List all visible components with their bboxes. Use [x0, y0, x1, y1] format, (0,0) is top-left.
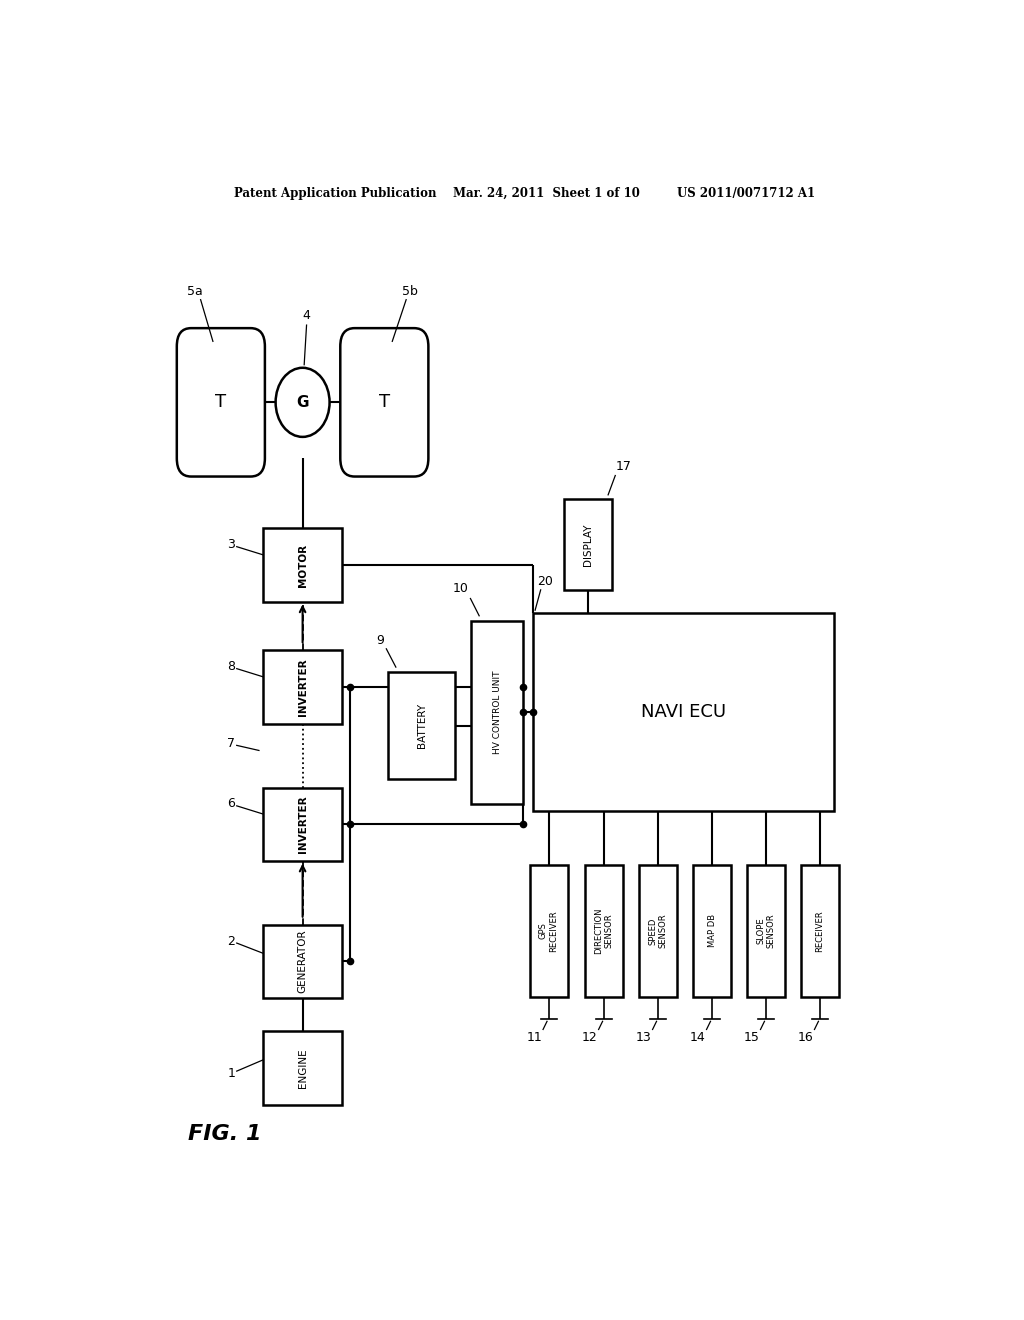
Text: MOTOR: MOTOR	[298, 544, 307, 586]
Bar	[693, 865, 731, 997]
Text: ENGINE: ENGINE	[298, 1048, 307, 1088]
Text: 2: 2	[227, 935, 236, 948]
Text: 17: 17	[616, 461, 632, 474]
Bar	[388, 672, 456, 779]
Bar	[263, 651, 342, 723]
Text: NAVI ECU: NAVI ECU	[641, 704, 726, 721]
Bar	[585, 865, 624, 997]
Bar	[564, 499, 612, 590]
Text: 1: 1	[227, 1067, 236, 1080]
Text: 12: 12	[582, 1031, 598, 1044]
Bar	[639, 865, 677, 997]
Text: 16: 16	[798, 1031, 814, 1044]
Text: SPEED
SENSOR: SPEED SENSOR	[648, 913, 668, 948]
Text: 14: 14	[690, 1031, 706, 1044]
Text: RECEIVER: RECEIVER	[815, 909, 824, 952]
Bar	[471, 620, 523, 804]
Bar	[529, 865, 567, 997]
Bar	[748, 865, 785, 997]
Text: 5b: 5b	[402, 285, 418, 297]
Text: INVERTER: INVERTER	[298, 659, 307, 715]
Text: 15: 15	[743, 1031, 760, 1044]
Text: T: T	[379, 393, 390, 412]
Text: T: T	[215, 393, 226, 412]
FancyBboxPatch shape	[340, 329, 428, 477]
Text: 9: 9	[376, 634, 384, 647]
FancyBboxPatch shape	[177, 329, 265, 477]
Text: 7: 7	[227, 737, 236, 750]
Bar	[263, 528, 342, 602]
Text: MAP DB: MAP DB	[708, 915, 717, 948]
Bar	[532, 614, 835, 812]
Text: 13: 13	[636, 1031, 652, 1044]
Text: 11: 11	[526, 1031, 543, 1044]
Text: 3: 3	[227, 539, 236, 552]
Text: DIRECTION
SENSOR: DIRECTION SENSOR	[595, 908, 613, 954]
Text: Patent Application Publication    Mar. 24, 2011  Sheet 1 of 10         US 2011/0: Patent Application Publication Mar. 24, …	[234, 187, 815, 201]
Text: GPS
RECEIVER: GPS RECEIVER	[539, 909, 558, 952]
Text: DISPLAY: DISPLAY	[584, 524, 593, 566]
Text: 20: 20	[537, 574, 553, 587]
Text: G: G	[296, 395, 309, 409]
Text: 10: 10	[453, 582, 469, 595]
Bar	[263, 1031, 342, 1105]
Bar	[801, 865, 839, 997]
Text: SLOPE
SENSOR: SLOPE SENSOR	[757, 913, 776, 948]
Text: HV CONTROL UNIT: HV CONTROL UNIT	[493, 671, 502, 754]
Bar	[263, 788, 342, 861]
Text: INVERTER: INVERTER	[298, 796, 307, 853]
Text: 6: 6	[227, 797, 236, 810]
Text: FIG. 1: FIG. 1	[187, 1125, 261, 1144]
Circle shape	[275, 368, 330, 437]
Text: 4: 4	[303, 309, 310, 322]
Text: BATTERY: BATTERY	[417, 704, 427, 748]
Text: GENERATOR: GENERATOR	[298, 929, 307, 993]
Bar	[263, 925, 342, 998]
Text: 8: 8	[227, 660, 236, 673]
Text: 5a: 5a	[187, 285, 203, 297]
